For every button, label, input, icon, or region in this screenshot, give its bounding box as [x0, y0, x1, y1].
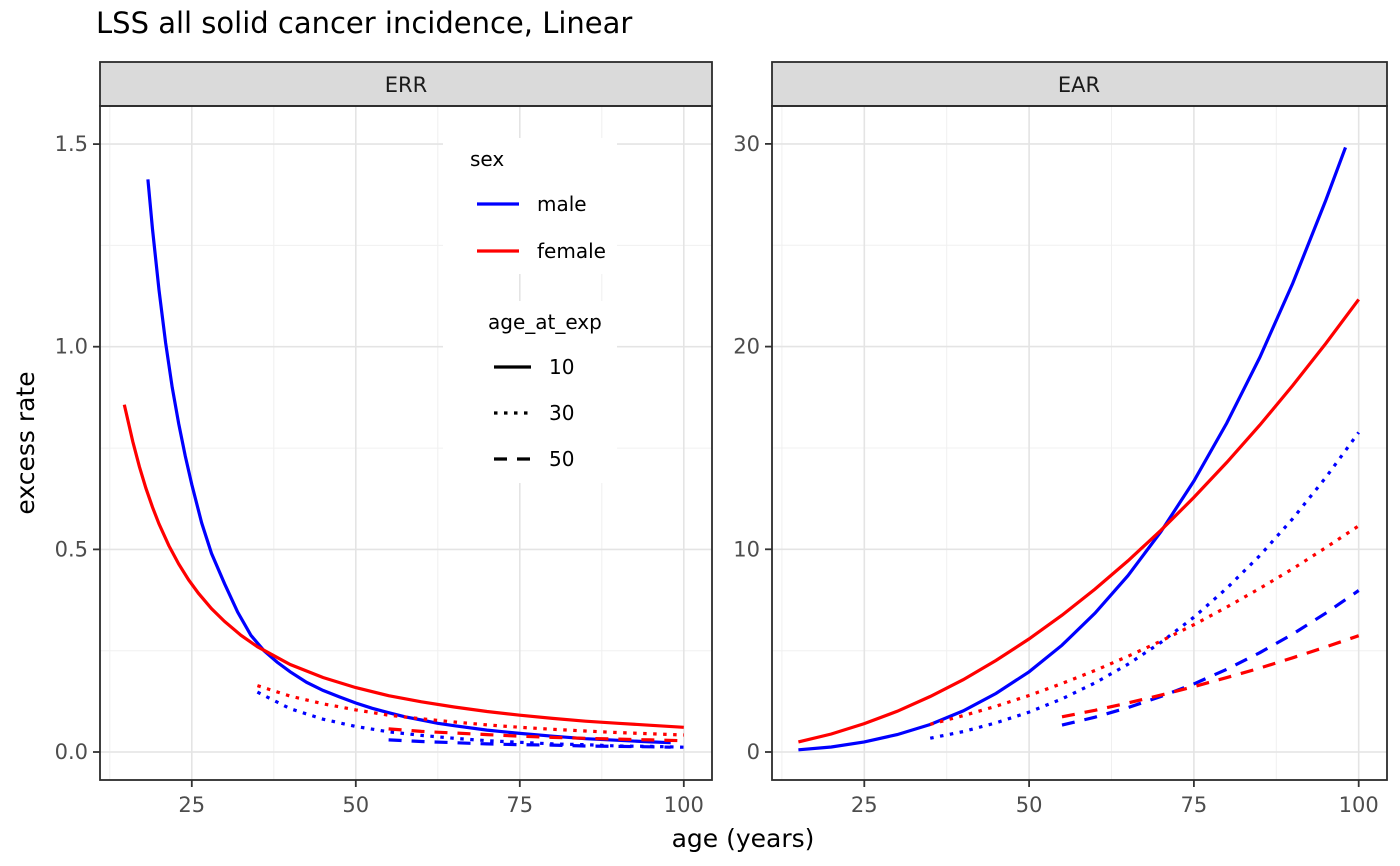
x-tick-label: 75 [506, 793, 533, 817]
panel-border-err [99, 105, 713, 781]
legend: sex male female age_at_exp 10 30 50 [443, 138, 617, 483]
series-EAR-male-50 [1061, 589, 1360, 727]
y-tick-label: 0 [747, 740, 760, 764]
y-tick-label: 10 [733, 537, 760, 561]
y-tick-label: 1.5 [55, 132, 88, 156]
y-tick-label: 0.5 [55, 537, 88, 561]
x-tick-label: 50 [342, 793, 369, 817]
series-ERR-female-10 [122, 404, 684, 729]
series-ERR-female-50 [388, 727, 684, 743]
facet-strips: ERR EAR [99, 61, 1388, 107]
x-tick-label: 100 [1339, 793, 1379, 817]
x-tick-label: 100 [664, 793, 704, 817]
x-tick-label: 75 [1181, 793, 1208, 817]
legend-age-title: age_at_exp [488, 310, 602, 334]
series-ERR-male-10 [146, 179, 671, 745]
strip-err-label: ERR [385, 73, 427, 97]
series-EAR-female-50 [1061, 634, 1360, 719]
strip-err [99, 61, 713, 107]
x-tick-label: 25 [851, 793, 878, 817]
y-tick-label: 1.0 [55, 335, 88, 359]
x-tick-label: 25 [178, 793, 205, 817]
y-tick-label: 20 [733, 335, 760, 359]
x-tick-label: 50 [1016, 793, 1043, 817]
legend-sex-background [443, 138, 617, 274]
legend-label-10: 10 [549, 355, 574, 379]
chart-title: LSS all solid cancer incidence, Linear [96, 6, 633, 40]
x-axis-title: age (years) [672, 824, 815, 853]
strip-ear [771, 61, 1388, 107]
legend-label-50: 50 [549, 447, 574, 471]
series-ERR-male-50 [388, 738, 671, 749]
series-EAR-male-30 [929, 431, 1360, 740]
generated-plot-layer: 25 50 75 100 0.0 0.5 1.0 1.5 25 50 75 100 0 10 20 30 [55, 106, 1387, 817]
legend-label-30: 30 [549, 401, 574, 425]
legend-label-male: male [537, 192, 587, 216]
legend-label-female: female [537, 239, 606, 263]
legend-age-background [443, 301, 617, 483]
y-axis-title: excess rate [11, 371, 40, 514]
legend-sex-title: sex [470, 147, 504, 171]
series-EAR-male-10 [798, 146, 1347, 752]
panel-border-ear [771, 105, 1388, 781]
series-EAR-female-10 [798, 298, 1360, 744]
y-tick-label: 30 [733, 132, 760, 156]
strip-ear-label: EAR [1058, 73, 1100, 97]
y-tick-label: 0.0 [55, 740, 88, 764]
series-ERR-male-30 [256, 690, 684, 749]
